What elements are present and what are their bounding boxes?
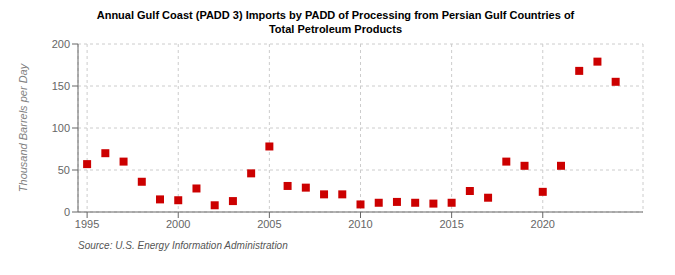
svg-text:1995: 1995 xyxy=(75,218,99,230)
html-text:Total Petroleum Products: Total Petroleum Products xyxy=(269,23,402,35)
svg-text:2000: 2000 xyxy=(166,218,190,230)
svg-text:200: 200 xyxy=(52,38,70,50)
svg-text:100: 100 xyxy=(52,122,70,134)
svg-text:2020: 2020 xyxy=(531,218,555,230)
html-text:Source: U.S. Energy Informatio: Source: U.S. Energy Information Administ… xyxy=(78,240,288,251)
svg-text:50: 50 xyxy=(58,164,70,176)
svg-text:150: 150 xyxy=(52,80,70,92)
svg-text:2015: 2015 xyxy=(439,218,463,230)
svg-text:Thousand Barrels per Day: Thousand Barrels per Day xyxy=(17,62,29,192)
svg-text:0: 0 xyxy=(64,206,70,218)
svg-text:2010: 2010 xyxy=(348,218,372,230)
svg-text:2005: 2005 xyxy=(257,218,281,230)
html-text:Annual Gulf Coast (PADD 3) Imp: Annual Gulf Coast (PADD 3) Imports by PA… xyxy=(96,9,575,21)
